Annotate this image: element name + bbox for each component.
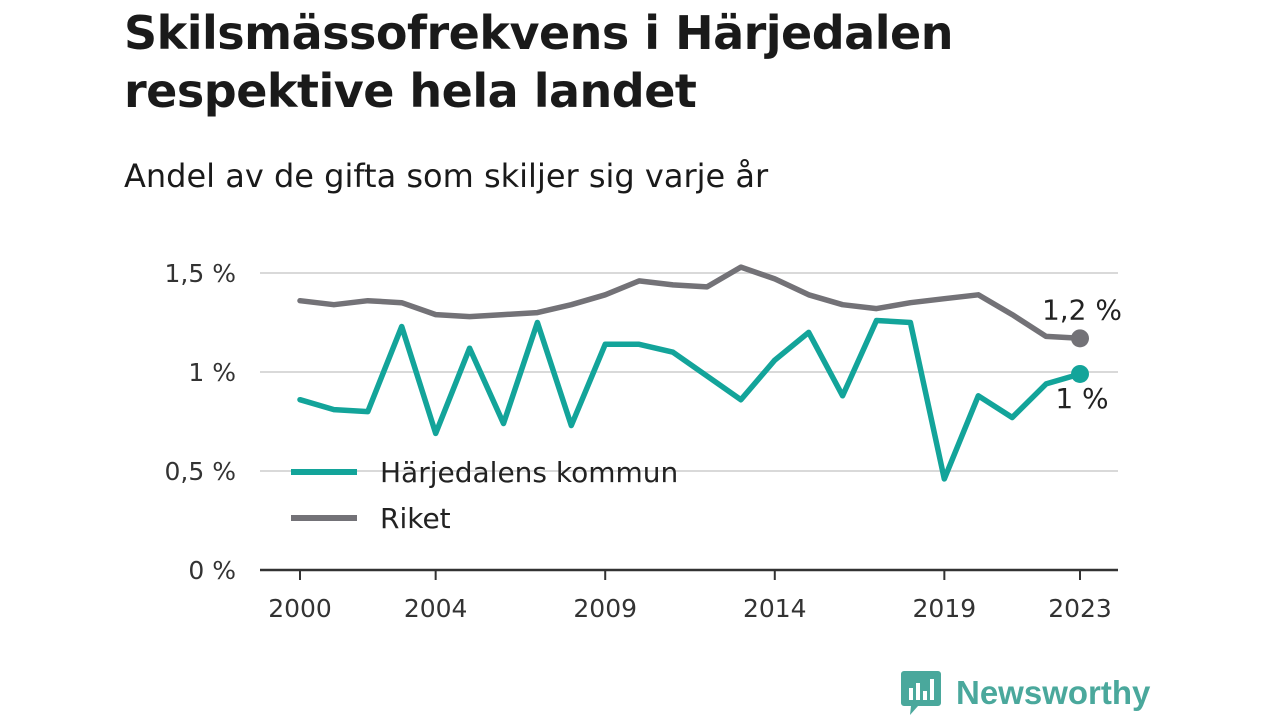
end-label-harjedalen: 1 % [1055,382,1108,415]
x-tick-label: 2000 [268,594,332,623]
newsworthy-chat-bars-icon [901,671,941,715]
logo-text: Newsworthy [956,674,1151,711]
chart-subtitle: Andel av de gifta som skiljer sig varje … [124,157,769,195]
legend-label-harjedalen: Härjedalens kommun [380,456,678,489]
x-tick-label: 2014 [743,594,807,623]
series-line-riket [297,264,1083,342]
y-tick-label: 1 % [188,358,236,387]
x-tick-label: 2019 [913,594,977,623]
y-tick-label: 0,5 % [165,457,236,486]
legend: Härjedalens kommun Riket [291,456,678,535]
y-tick-labels: 0 % 0,5 % 1 % 1,5 % [165,259,236,585]
series-lines [297,264,1083,482]
end-markers: 1,2 % 1 % [1042,293,1122,415]
end-marker-riket [1071,329,1089,348]
x-tick-label: 2004 [404,594,468,623]
y-tick-label: 1,5 % [165,259,236,288]
end-marker-harjedalens-kommun [1071,364,1089,383]
x-tick-label: 2023 [1048,594,1112,623]
newsworthy-logo[interactable]: Newsworthy [900,668,1150,718]
x-axis: 2000 2004 2009 2014 2019 2023 [260,568,1118,623]
series-line-harjedalens-kommun [297,317,1083,482]
gridlines [260,272,1118,472]
end-label-riket: 1,2 % [1042,293,1122,326]
x-tick-label: 2009 [573,594,637,623]
chart-title: Skilsmässofrekvens i Härjedalen respekti… [124,6,953,118]
y-tick-label: 0 % [188,556,236,585]
legend-label-riket: Riket [380,502,451,535]
